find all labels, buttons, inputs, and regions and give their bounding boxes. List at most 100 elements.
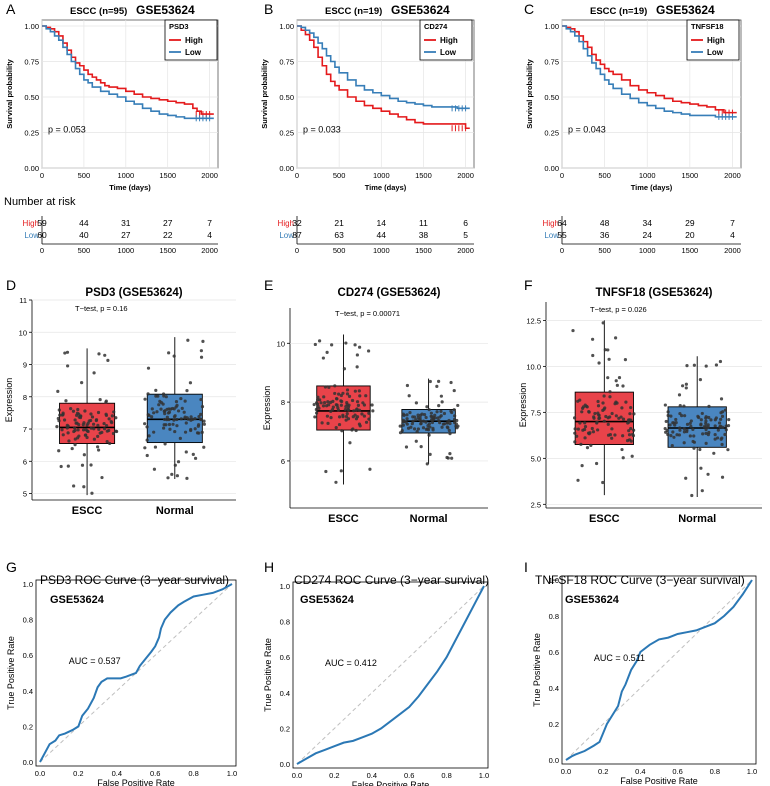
box-point [700,411,704,416]
box-point [333,384,337,388]
box-point [361,401,365,405]
risk-label-high: High [23,219,39,228]
box-x-label: ESCC [328,513,359,525]
km-panel-cd274: B ESCC (n=19) GSE53624 0 500 1000 1500 2000 0.00… [260,1,475,255]
km-y-tick: 0.50 [279,93,294,102]
box-point [73,426,77,430]
box-point [629,427,633,431]
box-point [412,427,417,431]
box-point [576,399,580,403]
box-point [596,404,601,408]
box-point [726,448,730,452]
risk-x-tick: 0 [295,246,299,255]
box-iqr-normal [667,406,727,448]
box-point [334,403,338,407]
box-point [713,437,717,441]
box-point [580,464,584,468]
box-point [666,432,670,437]
box-point [314,407,318,412]
box-point [706,472,710,476]
km-x-tick: 1000 [639,171,656,180]
risk-count-low: 36 [600,230,610,240]
risk-count-high: 6 [463,218,468,228]
box-x-label: Normal [678,513,716,525]
panel-letter: B [264,1,273,17]
roc-y-tick: 1.0 [23,580,33,589]
box-point [576,427,580,431]
box-point [440,425,444,429]
box-point [71,409,76,413]
box-point [632,428,636,432]
km-y-tick: 1.00 [544,22,559,31]
box-point [610,427,614,431]
box-point [179,417,183,421]
box-point [456,424,460,428]
box-point [602,419,606,423]
box-point [607,357,611,361]
box-point [449,380,453,385]
box-point [106,358,110,363]
roc-x-label: False Positive Rate [620,776,698,786]
box-point [321,356,325,360]
roc-y-tick: 0.6 [549,648,559,657]
box-point [427,433,431,437]
risk-x-tick: 500 [333,246,346,255]
box-point [197,414,201,419]
box-point [73,428,77,433]
box-point [107,417,111,421]
box-point [447,418,451,423]
km-x-tick: 0 [560,171,564,180]
box-point [575,434,579,438]
box-point [404,445,409,449]
box-point [704,419,708,423]
box-point [602,407,606,411]
box-point [573,440,577,444]
box-point [602,394,606,398]
km-legend-low: Low [185,48,202,57]
roc-y-tick: 0.2 [23,722,33,731]
box-point [62,418,67,422]
box-point [322,401,327,405]
box-point [174,405,178,409]
box-point [153,445,158,449]
box-point [92,371,96,375]
risk-label-low: Low [24,231,39,240]
box-ttest: T−test, p = 0.16 [75,304,128,313]
km-y-tick: 0.00 [24,164,39,173]
risk-count-low: 63 [334,230,344,240]
roc-y-tick: 0.8 [549,612,559,621]
box-point [154,388,158,392]
box-point [157,403,161,407]
box-point [401,412,405,416]
km-y-tick: 0.75 [279,58,294,67]
box-point [76,407,80,412]
box-point [414,418,418,422]
box-point [344,341,348,345]
box-point [608,415,612,419]
box-point [610,436,614,440]
box-point [410,422,414,426]
km-legend-low: Low [440,48,457,57]
risk-x-tick: 500 [78,246,91,255]
box-point [163,409,167,413]
box-point [718,359,723,364]
box-point [166,476,170,480]
box-point [344,405,348,409]
box-point [81,423,85,427]
box-point [105,439,109,444]
box-point [713,433,717,437]
box-point [353,413,357,417]
box-point [689,419,693,423]
box-point [146,392,150,396]
box-point [719,417,723,421]
box-point [414,439,418,443]
box-y-tick: 8 [23,393,27,402]
box-point [173,463,177,467]
box-point [398,424,402,428]
km-y-tick: 0.25 [544,129,559,138]
box-point [429,411,433,415]
panel-letter: E [264,277,273,293]
box-point [183,430,188,434]
box-point [199,349,203,353]
box-point [200,430,204,435]
